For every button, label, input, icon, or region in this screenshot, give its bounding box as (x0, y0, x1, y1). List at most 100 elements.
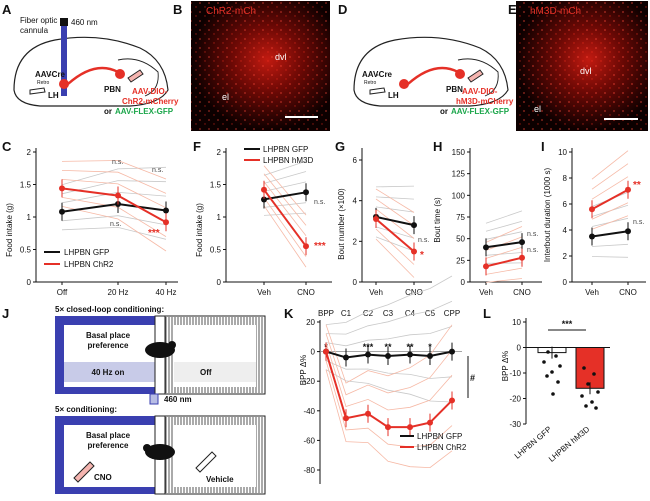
f-individual-line (263, 181, 307, 237)
panel-k-letter: K (284, 306, 294, 321)
h-data-point (519, 239, 525, 246)
h-individual-line (485, 246, 523, 259)
f-individual-line (263, 165, 307, 216)
i-individual-line (591, 243, 629, 247)
laser-source (60, 18, 68, 26)
aav-label-d: AAV (362, 70, 379, 79)
l-individual-point (546, 350, 550, 354)
k-data-point (427, 419, 433, 426)
c-ytick-label: 0 (27, 278, 32, 287)
panel-f-letter: F (193, 139, 201, 154)
panel-e-letter: E (508, 2, 517, 17)
syringe-icon-vehicle (195, 451, 217, 473)
g-ticks: 0 2 4 6 Veh CNO (353, 156, 423, 297)
f-ns: n.s. (314, 199, 325, 206)
k-data-point (449, 348, 455, 355)
h-ytick-label: 25 (456, 256, 465, 265)
j-off-label: Off (200, 368, 212, 377)
l-bars (526, 346, 610, 410)
projection-d (407, 66, 459, 85)
lh-cell-d (399, 79, 409, 89)
f-data-point (261, 186, 267, 193)
panel-i-letter: I (541, 139, 545, 154)
c-individual-line (61, 180, 167, 195)
k-xtick-label: BPP (318, 309, 334, 318)
k-individual-line (325, 275, 453, 325)
c-individual-line (61, 206, 167, 252)
c-xtick-label: 40 Hz (156, 288, 177, 297)
k-xtick-label: C3 (383, 309, 394, 318)
l-ylabel: BPP Δ% (501, 351, 510, 382)
h-ns-2: n.s. (527, 247, 538, 254)
l-individual-point (592, 372, 596, 376)
i-individual-line (591, 176, 629, 200)
g-ytick-label: 0 (353, 278, 358, 287)
g-individual-line (375, 238, 415, 278)
f-ylabel: Food intake (g) (195, 203, 204, 257)
k-individual-line (325, 360, 453, 379)
k-individual-line (325, 360, 453, 448)
or-label-d: or (440, 107, 448, 116)
f-series-line (263, 189, 307, 247)
f-ytick-label: 0 (217, 278, 222, 287)
g-ytick-label: 4 (353, 197, 358, 206)
l-individual-point (586, 382, 590, 386)
k-xtick-label: C2 (363, 309, 374, 318)
j-basal-3: Basal place (86, 431, 131, 440)
el-label-b: el (222, 92, 229, 102)
f-sig: *** (314, 241, 326, 252)
l-individual-point (556, 380, 560, 384)
k-ytick-label: 0 (311, 348, 316, 357)
k-xtick-label: C1 (341, 309, 352, 318)
i-ylabel: Interbout duration (1000 s) (543, 168, 552, 263)
k-ytick-label: -20 (303, 377, 315, 386)
k-data-point (385, 353, 391, 360)
j-on-label: 40 Hz on (92, 368, 125, 377)
c-lines (59, 160, 169, 252)
pbn-label-d: PBN (446, 85, 463, 94)
virus-line1-d: AAV-DIO- (462, 87, 498, 96)
cre-label-a: -Cre (49, 70, 66, 79)
i-ticks: 0 2 4 6 8 10 Veh CNO (558, 148, 637, 297)
f-individual-line (263, 173, 307, 226)
or-label-a: or (104, 107, 112, 116)
f-ytick-label: 0.5 (210, 246, 222, 255)
panel-f: F Food intake (g) 0 0.5 1 1.5 2 Veh CNO LHPBN … (193, 139, 332, 297)
c-ticks: 0 0.5 1 1.5 2 Off 20 Hz 40 Hz (20, 148, 177, 297)
l-individual-point (580, 394, 584, 398)
i-individual-line (591, 150, 629, 180)
syringe-lh-d (369, 87, 386, 95)
k-sig-star: ** (384, 342, 392, 352)
pbn-cell-a (115, 69, 125, 79)
g-individual-line (375, 198, 415, 226)
syringe-icon-cno (73, 461, 95, 483)
panel-e: E hM3D-mCh dvl el (508, 1, 648, 131)
g-lines (373, 185, 417, 278)
cerebellum-d (457, 58, 499, 97)
l-ytick-label: 10 (512, 318, 521, 327)
k-ytick-label: 20 (306, 318, 315, 327)
f-ytick-label: 2 (217, 148, 222, 157)
i-individual-line (591, 202, 629, 220)
c-series-line (61, 202, 167, 213)
f-data-point (261, 196, 267, 203)
panel-c-letter: C (2, 139, 12, 154)
f-ticks: 0 0.5 1 1.5 2 Veh CNO (210, 148, 315, 297)
h-individual-line (485, 226, 523, 243)
c-ytick-label: 2 (27, 148, 32, 157)
c-legend-gfp: LHPBN GFP (64, 248, 109, 257)
c-sig: *** (148, 228, 160, 239)
c-individual-line (61, 226, 167, 240)
l-xlabel-2: LHPBN hM3D (547, 425, 591, 464)
k-ytick-label: -60 (303, 436, 315, 445)
k-data-point (365, 351, 371, 358)
micrograph-b-texture (191, 1, 330, 131)
h-data-point (519, 254, 525, 261)
l-ytick-label: -20 (509, 395, 521, 404)
j-basal-2: preference (88, 341, 129, 350)
i-individual-line (591, 256, 629, 258)
lh-label-d: LH (388, 91, 399, 100)
k-data-point (427, 353, 433, 360)
l-bar (575, 347, 605, 389)
panel-d: D AAV Retro -Cre LH PBN AAV-DIO- hM3D-mC… (338, 2, 514, 116)
